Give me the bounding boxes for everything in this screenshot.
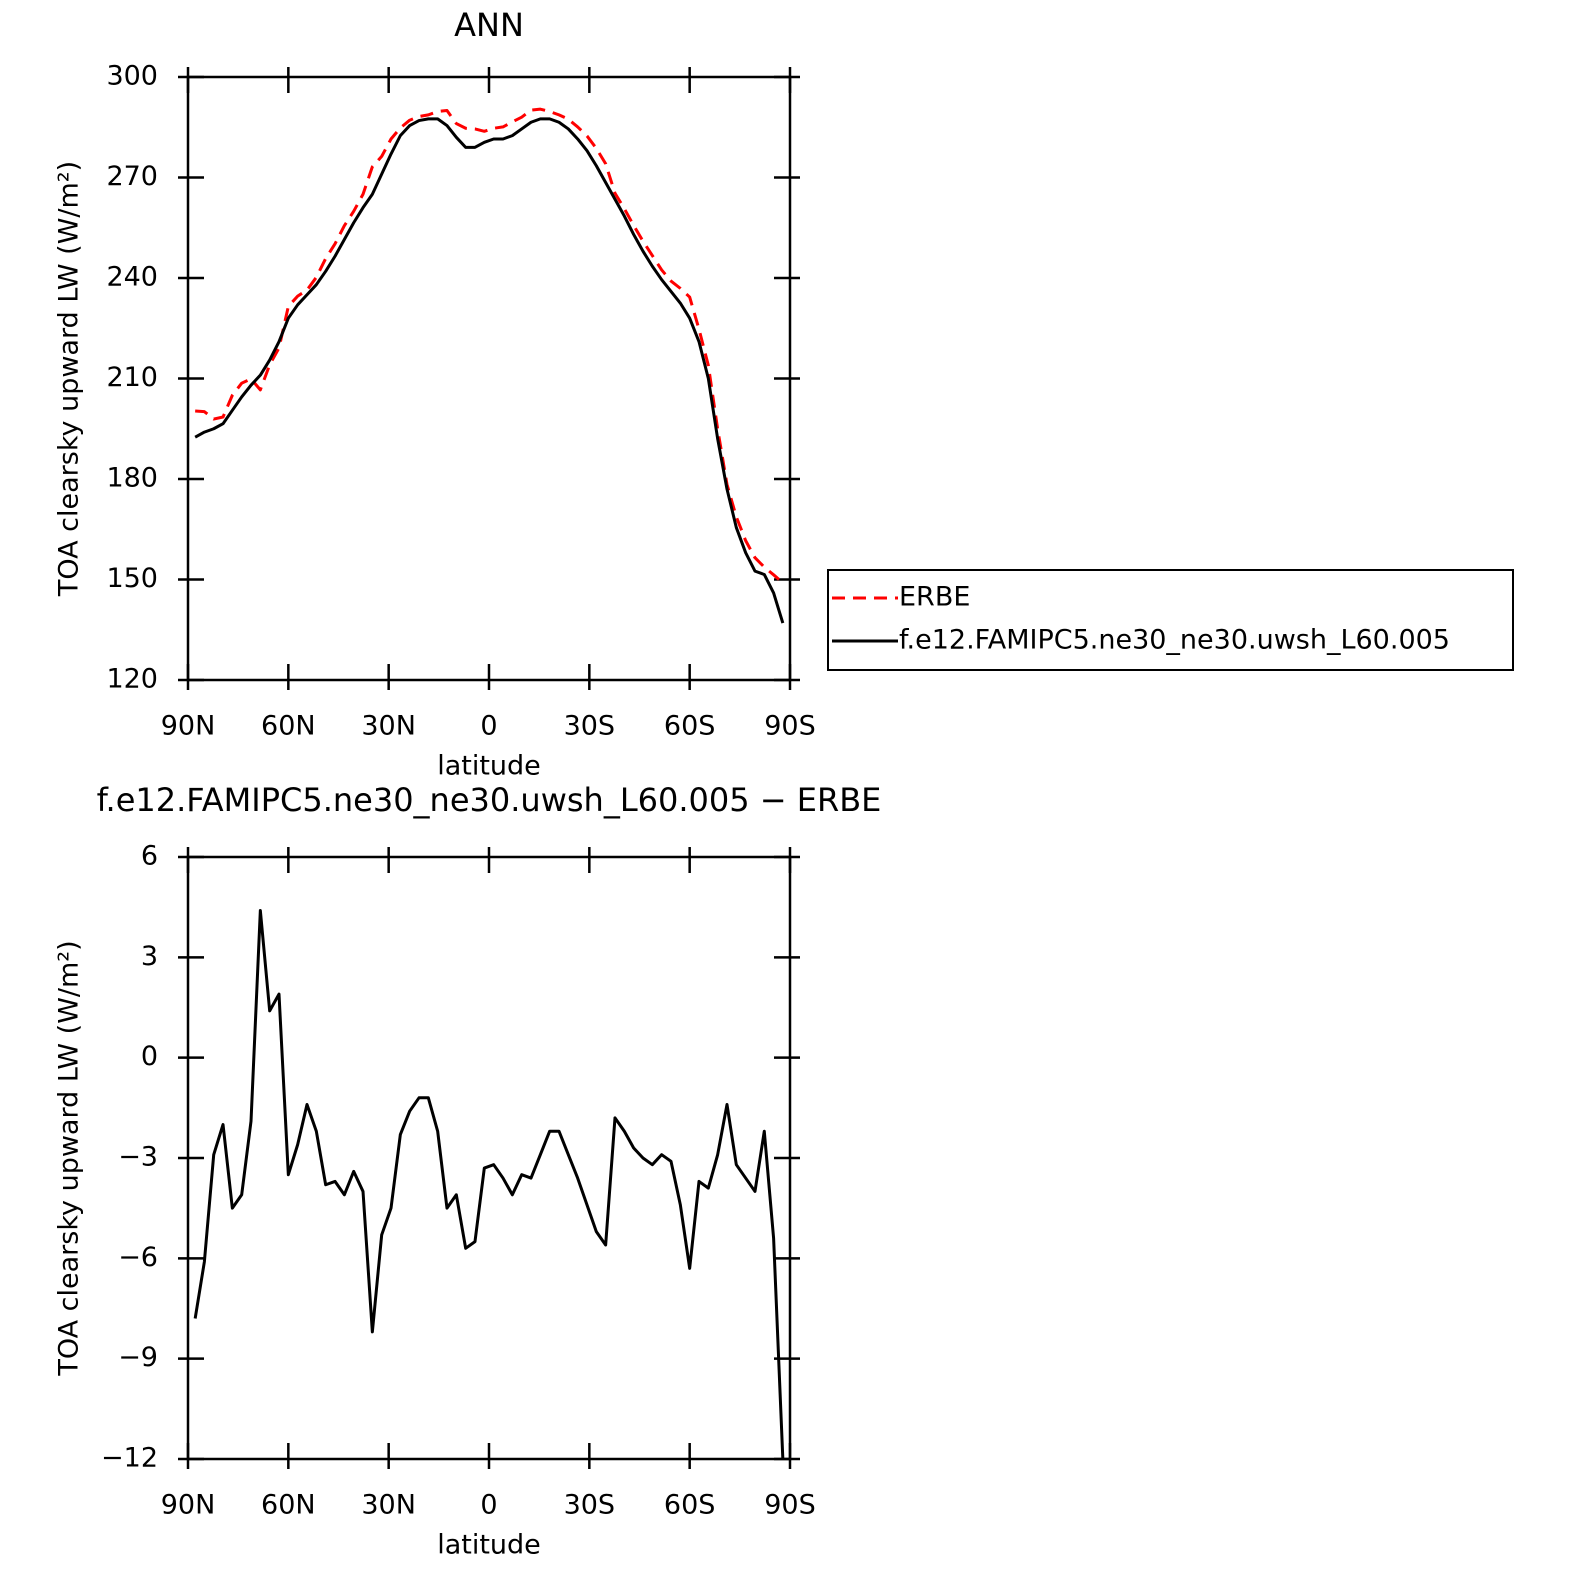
- chart-title: ANN: [454, 6, 524, 44]
- x-tick-label: 30S: [564, 711, 616, 742]
- plot-frame: [186, 75, 792, 682]
- y-tick-label: 3: [141, 941, 158, 972]
- y-tick-label: 120: [106, 664, 158, 695]
- x-axis-title: latitude: [437, 1530, 541, 1561]
- x-tick-label: 30N: [361, 1490, 416, 1521]
- x-tick-label: 0: [480, 711, 497, 742]
- y-tick-label: −6: [118, 1242, 158, 1273]
- x-tick-label: 60N: [261, 711, 316, 742]
- y-tick-label: 180: [106, 463, 158, 494]
- series-line: [195, 107, 784, 584]
- x-tick-label: 90N: [161, 1490, 216, 1521]
- x-tick-label: 0: [480, 1490, 497, 1521]
- y-tick-label: 150: [106, 563, 158, 594]
- legend-box: [827, 569, 1514, 671]
- x-tick-label: 60S: [664, 1490, 716, 1521]
- y-axis-title: TOA clearsky upward LW (W/m²): [54, 161, 85, 597]
- x-tick-label: 90S: [764, 711, 816, 742]
- y-tick-label: 6: [141, 841, 158, 872]
- y-tick-label: 300: [106, 61, 158, 92]
- legend-label: ERBE: [899, 582, 970, 613]
- legend-label: f.e12.FAMIPC5.ne30_ne30.uwsh_L60.005: [899, 625, 1450, 656]
- series-line: [194, 117, 785, 624]
- chart-title: f.e12.FAMIPC5.ne30_ne30.uwsh_L60.005 − E…: [97, 781, 882, 819]
- y-tick-label: 0: [141, 1041, 158, 1072]
- y-tick-label: 240: [106, 262, 158, 293]
- y-tick-label: −3: [118, 1142, 158, 1173]
- series-line: [193, 909, 785, 1460]
- y-axis-title: TOA clearsky upward LW (W/m²): [54, 940, 85, 1376]
- x-tick-label: 60S: [664, 711, 716, 742]
- x-tick-label: 60N: [261, 1490, 316, 1521]
- x-tick-label: 30S: [564, 1490, 616, 1521]
- y-tick-label: −9: [118, 1342, 158, 1373]
- x-tick-label: 30N: [361, 711, 416, 742]
- x-tick-label: 90N: [161, 711, 216, 742]
- plot-frame: [186, 855, 792, 1461]
- y-tick-label: 270: [106, 161, 158, 192]
- y-tick-label: −12: [101, 1443, 158, 1474]
- x-tick-label: 90S: [764, 1490, 816, 1521]
- x-axis-title: latitude: [437, 751, 541, 782]
- y-tick-label: 210: [106, 362, 158, 393]
